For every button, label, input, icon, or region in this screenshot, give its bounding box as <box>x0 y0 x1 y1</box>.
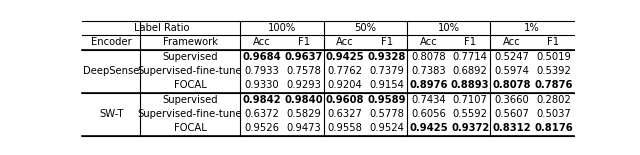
Text: 0.7434: 0.7434 <box>411 95 446 105</box>
Text: 0.9154: 0.9154 <box>369 80 404 90</box>
Text: 0.7379: 0.7379 <box>369 66 404 76</box>
Text: 0.6327: 0.6327 <box>328 109 363 119</box>
Text: 0.3660: 0.3660 <box>495 95 529 105</box>
Text: 0.8893: 0.8893 <box>451 80 490 90</box>
Text: 0.5592: 0.5592 <box>452 109 488 119</box>
Text: 0.5037: 0.5037 <box>536 109 571 119</box>
Text: Label Ratio: Label Ratio <box>134 23 189 33</box>
Text: Acc: Acc <box>420 38 437 47</box>
Text: DeepSense: DeepSense <box>83 66 140 76</box>
Text: 0.9425: 0.9425 <box>409 123 448 133</box>
Text: Supervised-fine-tune: Supervised-fine-tune <box>138 109 243 119</box>
Text: 0.9524: 0.9524 <box>369 123 404 133</box>
Text: 10%: 10% <box>438 23 460 33</box>
Text: 0.9425: 0.9425 <box>326 52 365 62</box>
Text: FOCAL: FOCAL <box>174 80 207 90</box>
Text: 0.6372: 0.6372 <box>244 109 280 119</box>
Text: F1: F1 <box>298 38 310 47</box>
Text: 0.9589: 0.9589 <box>367 95 406 105</box>
Text: 0.7383: 0.7383 <box>411 66 446 76</box>
Text: 0.9684: 0.9684 <box>243 52 282 62</box>
Text: Framework: Framework <box>163 38 218 47</box>
Text: 0.7578: 0.7578 <box>286 66 321 76</box>
Text: Acc: Acc <box>337 38 354 47</box>
Text: 0.9473: 0.9473 <box>286 123 321 133</box>
Text: 0.2802: 0.2802 <box>536 95 571 105</box>
Text: 0.9558: 0.9558 <box>328 123 363 133</box>
Text: 0.5607: 0.5607 <box>494 109 529 119</box>
Text: 0.9330: 0.9330 <box>244 80 279 90</box>
Text: 0.5247: 0.5247 <box>494 52 529 62</box>
Text: 0.7933: 0.7933 <box>244 66 279 76</box>
Text: Supervised: Supervised <box>163 52 218 62</box>
Text: 100%: 100% <box>268 23 296 33</box>
Text: Acc: Acc <box>253 38 271 47</box>
Text: SW-T: SW-T <box>99 109 124 119</box>
Text: 0.8078: 0.8078 <box>493 80 531 90</box>
Text: 0.7714: 0.7714 <box>452 52 488 62</box>
Text: 0.9293: 0.9293 <box>286 80 321 90</box>
Text: 0.5392: 0.5392 <box>536 66 571 76</box>
Text: 0.9204: 0.9204 <box>328 80 363 90</box>
Text: 1%: 1% <box>524 23 540 33</box>
Text: F1: F1 <box>464 38 476 47</box>
Text: 50%: 50% <box>355 23 376 33</box>
Text: Encoder: Encoder <box>91 38 132 47</box>
Text: 0.6056: 0.6056 <box>411 109 446 119</box>
Text: FOCAL: FOCAL <box>174 123 207 133</box>
Text: 0.9842: 0.9842 <box>243 95 281 105</box>
Text: 0.8176: 0.8176 <box>534 123 573 133</box>
Text: 0.9840: 0.9840 <box>284 95 323 105</box>
Text: 0.5778: 0.5778 <box>369 109 404 119</box>
Text: 0.9637: 0.9637 <box>284 52 323 62</box>
Text: 0.5974: 0.5974 <box>494 66 529 76</box>
Text: 0.8312: 0.8312 <box>492 123 531 133</box>
Text: Acc: Acc <box>503 38 521 47</box>
Text: F1: F1 <box>547 38 559 47</box>
Text: 0.7762: 0.7762 <box>328 66 363 76</box>
Text: 0.9372: 0.9372 <box>451 123 489 133</box>
Text: 0.8976: 0.8976 <box>409 80 448 90</box>
Text: 0.9608: 0.9608 <box>326 95 364 105</box>
Text: F1: F1 <box>381 38 393 47</box>
Text: 0.8078: 0.8078 <box>411 52 446 62</box>
Text: 0.5829: 0.5829 <box>286 109 321 119</box>
Text: 0.7107: 0.7107 <box>452 95 488 105</box>
Text: 0.9328: 0.9328 <box>367 52 406 62</box>
Text: 0.6892: 0.6892 <box>452 66 488 76</box>
Text: 0.9526: 0.9526 <box>244 123 280 133</box>
Text: Supervised-fine-tune: Supervised-fine-tune <box>138 66 243 76</box>
Text: 0.5019: 0.5019 <box>536 52 571 62</box>
Text: 0.7876: 0.7876 <box>534 80 573 90</box>
Text: Supervised: Supervised <box>163 95 218 105</box>
